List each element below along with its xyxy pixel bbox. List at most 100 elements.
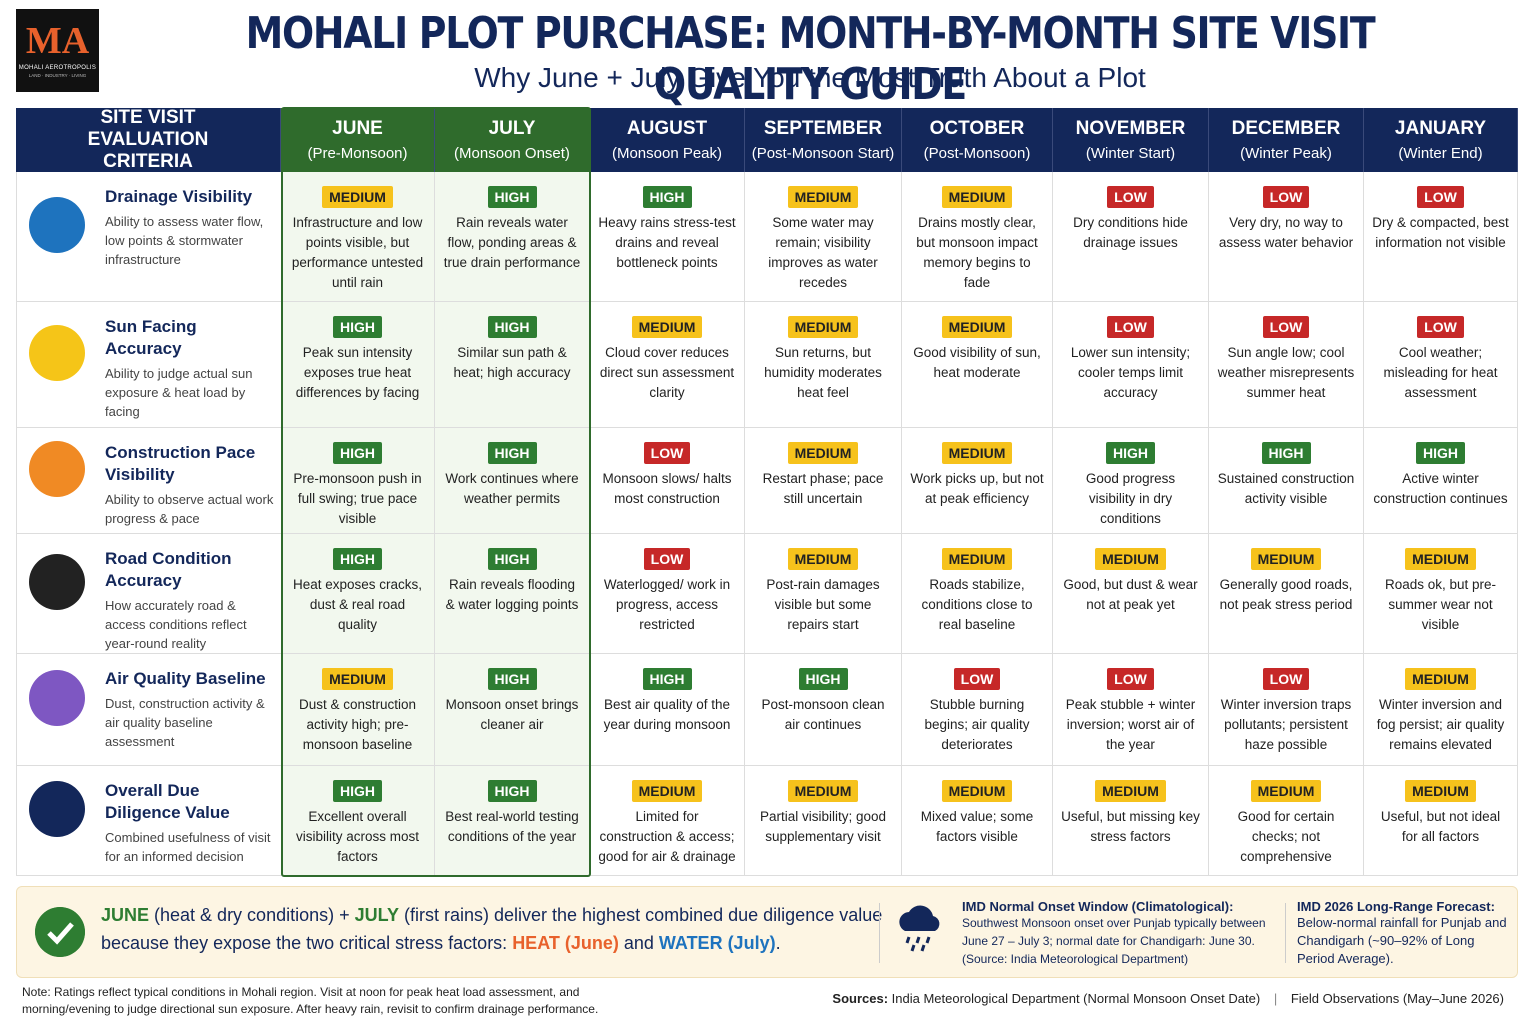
source: Field Observations (May–June 2026) <box>1290 991 1504 1006</box>
rating-text: Work picks up, but not at peak efficienc… <box>910 471 1044 506</box>
rating-text: Generally good roads, not peak stress pe… <box>1219 577 1353 612</box>
rating-cell: MEDIUM Mixed value; some factors visible <box>902 766 1053 876</box>
rating-text: Heavy rains stress-test drains and revea… <box>598 215 736 270</box>
rating-cell: MEDIUM Some water may remain; visibility … <box>745 172 902 302</box>
rating-cell: HIGH Sustained construction activity visi… <box>1209 428 1364 534</box>
criteria-icon <box>29 197 85 253</box>
rating-text: Partial visibility; good supplementary v… <box>759 809 887 844</box>
rating-cell: MEDIUM Limited for construction & access;… <box>590 766 745 876</box>
month-name: DECEMBER <box>1231 118 1341 139</box>
rating-cell: HIGH Active winter construction continues <box>1364 428 1518 534</box>
imd-onset: IMD Normal Onset Window (Climatological)… <box>962 899 1272 968</box>
rating-cell: HIGH Similar sun path & heat; high accura… <box>435 302 590 428</box>
criteria-icon <box>29 781 85 837</box>
rating-text: Similar sun path & heat; high accuracy <box>453 345 571 380</box>
rating-badge: LOW <box>1262 186 1310 208</box>
rating-cell: MEDIUM Roads ok, but pre-summer wear not … <box>1364 534 1518 654</box>
rating-text: Best air quality of the year during mons… <box>603 697 731 732</box>
criteria-title: Overall Due Diligence Value <box>105 781 230 822</box>
rating-cell: HIGH Good progress visibility in dry cond… <box>1053 428 1209 534</box>
rating-badge: MEDIUM <box>941 780 1013 802</box>
rating-badge: HIGH <box>487 186 537 208</box>
criteria-title: Drainage Visibility <box>105 187 253 206</box>
rating-badge: LOW <box>953 668 1001 690</box>
rating-badge: MEDIUM <box>631 316 703 338</box>
summary-part: WATER (July) <box>658 933 776 953</box>
criteria-title: Construction Pace Visibility <box>105 443 256 484</box>
criteria-icon <box>29 441 85 497</box>
month-header: JULY (Monsoon Onset) <box>435 108 590 172</box>
rating-text: Cool weather; misleading for heat assess… <box>1383 345 1498 400</box>
month-note: (Winter End) <box>1398 145 1483 162</box>
rating-text: Sun angle low; cool weather misrepresent… <box>1217 345 1355 400</box>
rating-cell: MEDIUM Roads stabilize, conditions close … <box>902 534 1053 654</box>
month-header: AUGUST (Monsoon Peak) <box>590 108 745 172</box>
rating-cell: LOW Waterlogged/ work in progress, access… <box>590 534 745 654</box>
rating-text: Lower sun intensity; cooler temps limit … <box>1070 345 1191 400</box>
rating-text: Post-monsoon clean air continues <box>761 697 885 732</box>
month-note: (Monsoon Onset) <box>454 145 570 162</box>
rating-cell: HIGH Heat exposes cracks, dust & real roa… <box>281 534 435 654</box>
rating-text: Stubble burning begins; air quality dete… <box>924 697 1030 752</box>
criteria-cell: Sun Facing Accuracy Ability to judge actu… <box>16 302 281 428</box>
month-name: JULY <box>488 118 536 139</box>
rating-badge: HIGH <box>487 316 537 338</box>
rating-text: Drains mostly clear, but monsoon impact … <box>916 215 1038 290</box>
rating-badge: LOW <box>1107 668 1154 690</box>
rating-text: Excellent overall visibility across most… <box>295 809 420 864</box>
criteria-description: Ability to assess water flow, low points… <box>105 214 264 267</box>
rating-badge: HIGH <box>642 186 692 208</box>
rating-cell: HIGH Peak sun intensity exposes true heat… <box>281 302 435 428</box>
rating-badge: HIGH <box>642 668 692 690</box>
rating-badge: LOW <box>1107 316 1154 338</box>
rating-cell: MEDIUM Partial visibility; good supplemen… <box>745 766 902 876</box>
logo-mark: MA <box>25 20 90 62</box>
sources: Sources: India Meteorological Department… <box>680 991 1504 1006</box>
rating-badge: MEDIUM <box>1405 780 1476 802</box>
rating-badge: MEDIUM <box>1095 548 1166 570</box>
imd-forecast-title: IMD 2026 Long-Range Forecast: <box>1297 899 1495 914</box>
rating-text: Waterlogged/ work in progress, access re… <box>603 577 731 632</box>
rating-badge: MEDIUM <box>1250 548 1322 570</box>
rating-text: Useful, but not ideal for all factors <box>1380 809 1501 844</box>
rating-badge: LOW <box>1417 316 1464 338</box>
rating-cell: MEDIUM Winter inversion and fog persist; … <box>1364 654 1518 766</box>
rating-text: Monsoon slows/ halts most construction <box>602 471 732 506</box>
month-note: (Winter Start) <box>1085 145 1176 162</box>
rating-cell: MEDIUM Useful, but missing key stress fac… <box>1053 766 1209 876</box>
criteria-cell: Air Quality Baseline Dust, construction a… <box>16 654 281 766</box>
rating-badge: MEDIUM <box>787 442 859 464</box>
rating-badge: HIGH <box>333 316 382 338</box>
month-name: NOVEMBER <box>1075 118 1186 139</box>
month-header: JANUARY (Winter End) <box>1364 108 1518 172</box>
rating-cell: HIGH Rain reveals flooding & water loggin… <box>435 534 590 654</box>
logo: MA MOHALI AEROTROPOLIS LAND · INDUSTRY ·… <box>16 9 99 92</box>
rating-cell: LOW Monsoon slows/ halts most constructio… <box>590 428 745 534</box>
rating-badge: HIGH <box>487 548 537 570</box>
rating-cell: MEDIUM Infrastructure and low points visi… <box>281 172 435 302</box>
imd-onset-title: IMD Normal Onset Window (Climatological)… <box>962 899 1234 914</box>
rating-text: Roads ok, but pre-summer wear not visibl… <box>1384 577 1497 632</box>
month-header: NOVEMBER (Winter Start) <box>1053 108 1209 172</box>
rating-badge: HIGH <box>333 548 382 570</box>
summary-part: (first rains) deliver the highest combin… <box>101 905 883 953</box>
rating-badge: MEDIUM <box>941 548 1013 570</box>
rating-cell: MEDIUM Good visibility of sun, heat moder… <box>902 302 1053 428</box>
imd-forecast: IMD 2026 Long-Range Forecast: Below-norm… <box>1297 899 1507 968</box>
criteria-description: Dust, construction activity & air qualit… <box>105 696 265 749</box>
rating-cell: MEDIUM Good for certain checks; not compr… <box>1209 766 1364 876</box>
rating-cell: HIGH Best real-world testing conditions o… <box>435 766 590 876</box>
rating-text: Restart phase; pace still uncertain <box>762 471 884 506</box>
rating-badge: MEDIUM <box>941 442 1013 464</box>
summary-part: . <box>775 933 781 953</box>
month-header: SEPTEMBER (Post-Monsoon Start) <box>745 108 902 172</box>
rating-text: Rain reveals water flow, ponding areas &… <box>443 215 581 270</box>
rating-text: Rain reveals flooding & water logging po… <box>445 577 579 612</box>
rating-badge: MEDIUM <box>1250 780 1322 802</box>
month-note: (Post-Monsoon) <box>923 145 1031 162</box>
rating-text: Cloud cover reduces direct sun assessmen… <box>599 345 735 400</box>
month-note: (Post-Monsoon Start) <box>751 145 895 162</box>
rating-cell: MEDIUM Dust & construction activity high;… <box>281 654 435 766</box>
month-note: (Monsoon Peak) <box>611 145 723 162</box>
criteria-title: Sun Facing Accuracy <box>105 317 197 358</box>
